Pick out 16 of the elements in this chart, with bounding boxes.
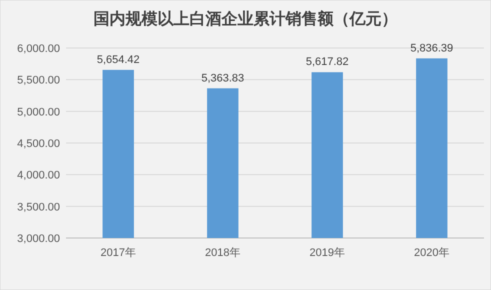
data-label: 5,617.82 — [306, 56, 349, 68]
y-tick-label: 6,000.00 — [17, 43, 60, 55]
y-tick-label: 3,500.00 — [17, 201, 60, 214]
y-tick-label: 4,500.00 — [17, 138, 60, 150]
data-label: 5,836.39 — [410, 42, 454, 54]
x-tick-label: 2017年 — [100, 247, 136, 259]
y-tick-label: 5,500.00 — [17, 74, 60, 87]
data-label: 5,363.83 — [201, 72, 244, 84]
y-tick-label: 3,000.00 — [17, 233, 60, 245]
x-tick-label: 2018年 — [205, 247, 240, 259]
data-label: 5,654.42 — [96, 54, 140, 66]
y-tick-label: 5,000.00 — [17, 106, 60, 118]
x-tick-label: 2019年 — [310, 247, 345, 259]
x-tick-label: 2020年 — [414, 247, 450, 259]
chart-title: 国内规模以上白酒企业累计销售额（亿元） — [94, 10, 398, 28]
y-tick-label: 4,000.00 — [17, 170, 60, 182]
